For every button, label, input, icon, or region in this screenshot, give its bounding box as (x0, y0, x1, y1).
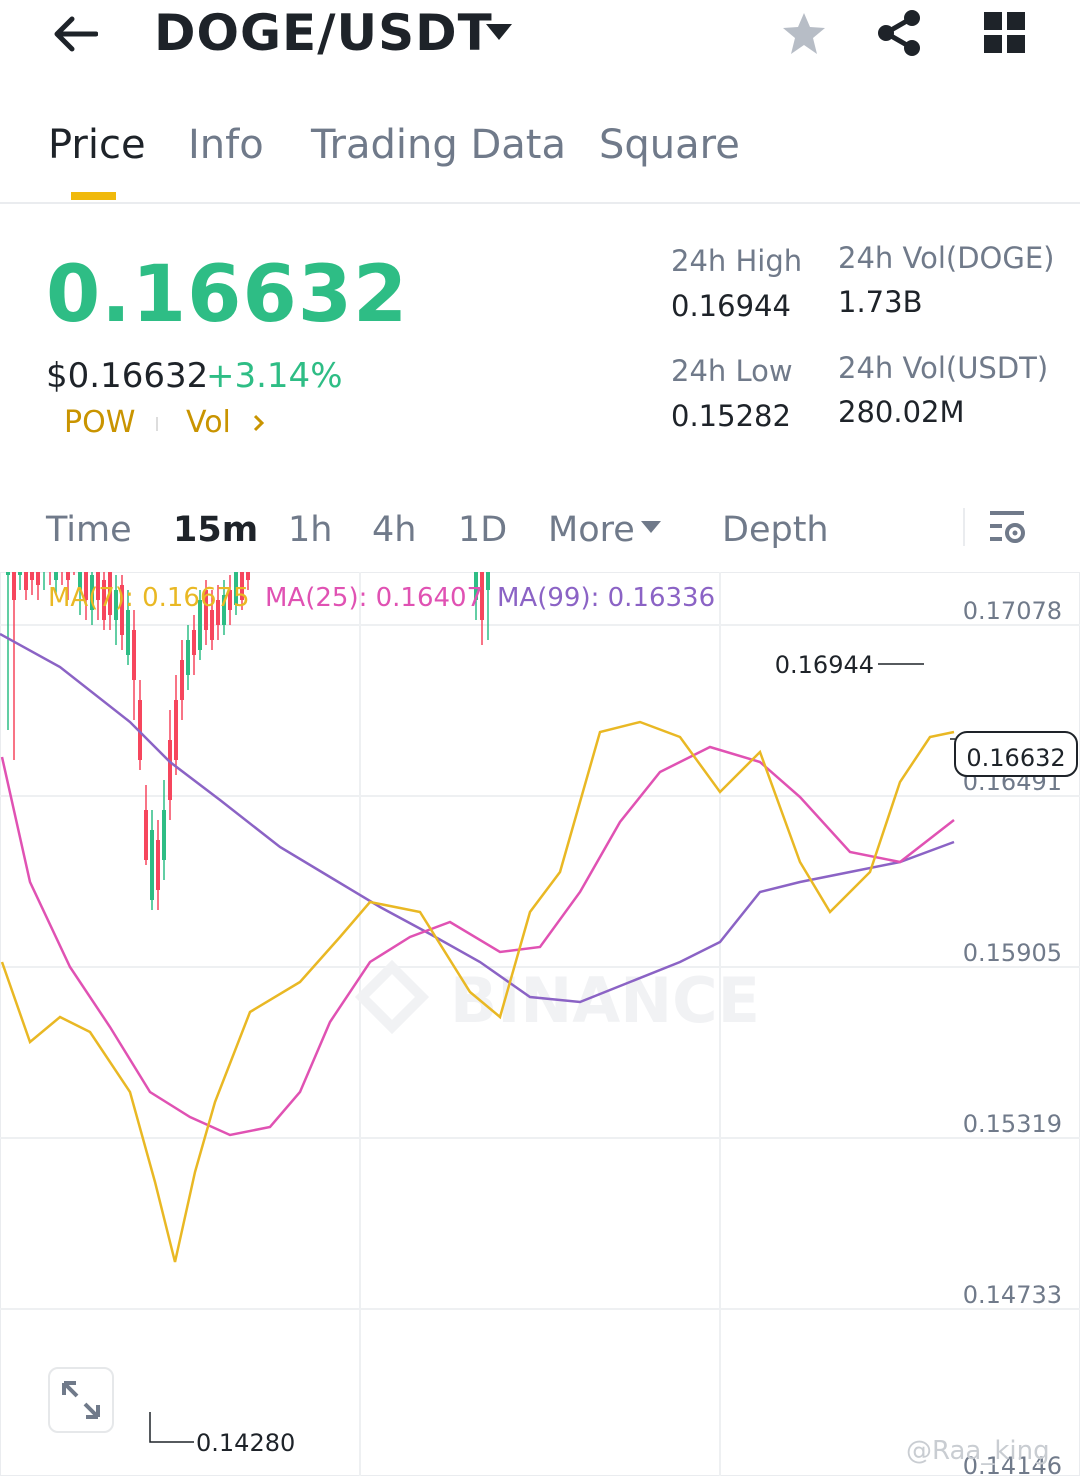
candle-body (12, 540, 16, 600)
candle-body (198, 600, 202, 650)
candle-body (240, 560, 244, 600)
candle-body (174, 700, 178, 760)
candle-body (108, 570, 112, 615)
interval-1d[interactable]: 1D (458, 510, 508, 550)
candle-body (168, 740, 172, 800)
low-value: 0.15282 (671, 399, 791, 433)
candle-body (486, 550, 490, 590)
candle-body (66, 540, 70, 580)
vol-base-value: 1.73B (838, 285, 923, 319)
last-price: 0.16632 (46, 250, 409, 340)
ma7-line (0, 720, 955, 1263)
candle-body (102, 580, 106, 620)
price-change-percent: +3.14% (206, 356, 343, 396)
grid-icon[interactable] (984, 12, 1026, 54)
candle-body (156, 840, 160, 890)
candle-body (150, 830, 154, 900)
high-label: 24h High (671, 244, 803, 278)
ma99-line (0, 632, 955, 1004)
section-tabs: Price Info Trading Data Square (0, 110, 1080, 204)
candle-body (210, 610, 214, 640)
last-price-box (954, 731, 1078, 777)
tab-square[interactable]: Square (599, 122, 740, 168)
usd-price: $0.16632 (46, 356, 209, 396)
back-arrow-icon[interactable] (52, 14, 98, 54)
credit-watermark: @Raa_king (906, 1436, 1050, 1466)
interval-time[interactable]: Time (46, 510, 132, 550)
watermark-logo (354, 959, 430, 1035)
interval-more[interactable]: More (548, 510, 635, 550)
candlestick-chart[interactable]: BINANCE 0.17078 0.16491 0.15905 0.15319 0.14… (0, 200, 1080, 1480)
candle-body (120, 585, 124, 635)
candle-body (204, 590, 208, 630)
candle-body (144, 810, 148, 860)
tag-vol[interactable]: Vol (186, 405, 231, 440)
ma7-label: MA(7): 0.16675 (48, 583, 250, 613)
expand-icon (62, 1381, 100, 1419)
low-marker-label: 0.14280 (196, 1429, 295, 1457)
tag-pow[interactable]: POW (64, 405, 136, 440)
tag-divider (156, 417, 158, 431)
candle-body (36, 545, 40, 585)
tab-info[interactable]: Info (188, 122, 264, 168)
interval-15m[interactable]: 15m (173, 510, 259, 550)
low-marker-line (149, 1412, 194, 1443)
vol-quote-value: 280.02M (838, 395, 965, 429)
interval-1h[interactable]: 1h (288, 510, 333, 550)
interval-depth[interactable]: Depth (722, 510, 829, 550)
vol-base-label: 24h Vol(DOGE) (838, 241, 1055, 275)
candle-body (228, 590, 232, 610)
y-tick-label: 0.17078 (963, 597, 1062, 625)
candle-body (162, 810, 166, 860)
ma25-label: MA(25): 0.16407 (265, 583, 484, 613)
active-tab-indicator (71, 192, 116, 200)
star-icon[interactable] (780, 10, 828, 58)
candle-body (84, 565, 88, 600)
candle-body (138, 700, 142, 760)
y-tick-label: 0.14733 (963, 1281, 1062, 1309)
interval-divider (963, 508, 965, 546)
candle-body (192, 630, 196, 655)
candle-body (6, 515, 10, 575)
candle-body (180, 660, 184, 700)
y-tick-label: 0.15905 (963, 939, 1062, 967)
candle-body (246, 545, 250, 580)
candle-body (90, 575, 94, 610)
ma99-label: MA(99): 0.16336 (497, 583, 716, 613)
more-caret-icon[interactable] (640, 520, 662, 534)
vol-quote-label: 24h Vol(USDT) (838, 351, 1049, 385)
chart-settings-icon[interactable] (988, 508, 1028, 548)
last-price-label: 0.16632 (966, 744, 1065, 772)
high-marker-label: 0.16944 (775, 651, 874, 679)
chevron-right-icon[interactable] (252, 413, 266, 433)
candle-body (30, 540, 34, 580)
candle-body (18, 540, 22, 575)
candle-body (96, 560, 100, 600)
high-value: 0.16944 (671, 289, 791, 323)
candle-body (24, 550, 28, 590)
tab-price[interactable]: Price (48, 122, 146, 168)
caret-down-icon[interactable] (484, 22, 514, 42)
candle-body (132, 630, 136, 680)
pair-title[interactable]: DOGE/USDT (154, 4, 493, 62)
candle-body (114, 590, 118, 620)
candle-body (234, 570, 238, 605)
candle-body (216, 600, 220, 625)
candle-body (222, 595, 226, 625)
y-tick-label: 0.15319 (963, 1110, 1062, 1138)
y-tick-label: 0.14146 (963, 1452, 1062, 1476)
ma25-line (0, 745, 955, 1137)
candle-body (54, 545, 58, 580)
candle-body (480, 570, 484, 620)
top-bar: DOGE/USDT (0, 0, 1080, 80)
expand-chart-button[interactable] (48, 1367, 114, 1433)
share-icon[interactable] (874, 8, 924, 58)
candle-body (126, 610, 130, 655)
chart-canvas[interactable]: BINANCE 0.170780.164910.159050.153190.14… (0, 200, 1080, 1480)
low-label: 24h Low (671, 354, 793, 388)
tab-trading-data[interactable]: Trading Data (311, 122, 566, 168)
candle-body (186, 640, 190, 675)
interval-4h[interactable]: 4h (372, 510, 417, 550)
